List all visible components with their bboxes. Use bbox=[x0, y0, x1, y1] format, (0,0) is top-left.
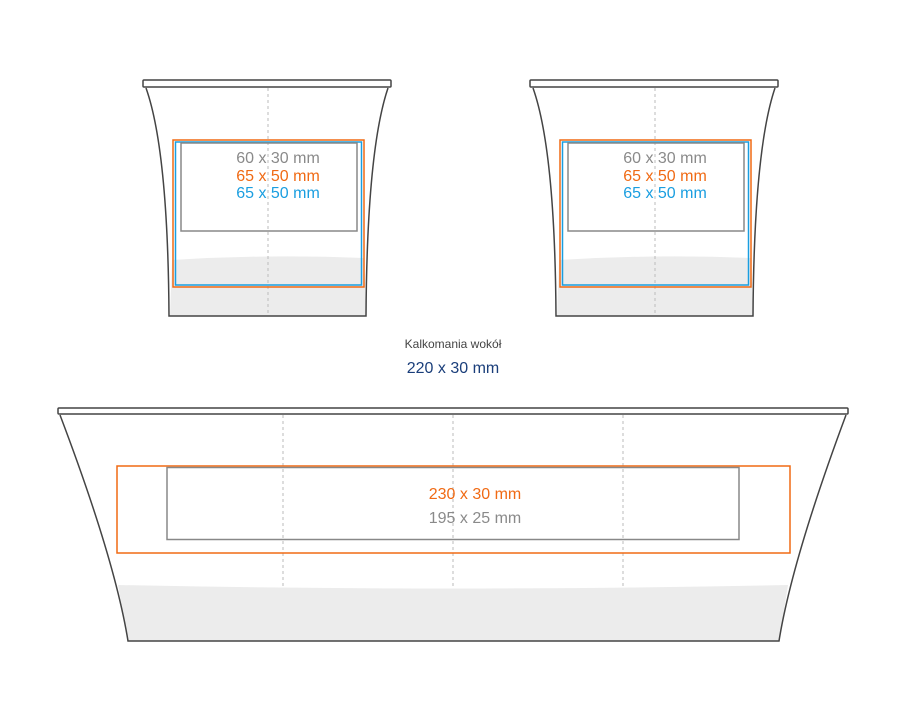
cup-left-rim bbox=[142, 79, 392, 88]
bowl-gray-area bbox=[166, 466, 740, 541]
cup-right-label-gray: 60 x 30 mm bbox=[623, 150, 707, 167]
cup-right-body bbox=[532, 87, 776, 317]
cup-right-gray-area bbox=[567, 142, 745, 232]
bowl-rim bbox=[57, 407, 849, 415]
cup-right-rim bbox=[529, 79, 779, 88]
cup-left-orange-area bbox=[172, 139, 365, 288]
cup-left: 60 x 30 mm 65 x 50 mm 65 x 50 mm bbox=[142, 79, 392, 317]
cup-right-orange-area bbox=[559, 139, 752, 288]
cup-left-body bbox=[145, 87, 389, 317]
cup-right-label-blue: 65 x 50 mm bbox=[623, 185, 707, 202]
cup-right: 60 x 30 mm 65 x 50 mm 65 x 50 mm bbox=[529, 79, 779, 317]
wrap-caption: Kalkomania wokół bbox=[405, 337, 502, 351]
cup-left-label-orange: 65 x 50 mm bbox=[236, 168, 320, 185]
cup-left-blue-area bbox=[174, 141, 363, 286]
cup-right-blue-area bbox=[561, 141, 750, 286]
cup-left-label-gray: 60 x 30 mm bbox=[236, 150, 320, 167]
bowl-body bbox=[59, 414, 847, 642]
bowl-orange-area bbox=[116, 465, 791, 554]
wrap-size: 220 x 30 mm bbox=[407, 360, 499, 377]
bowl-label-gray: 195 x 25 mm bbox=[429, 510, 521, 527]
bowl-label-orange: 230 x 30 mm bbox=[429, 486, 521, 503]
cup-left-label-blue: 65 x 50 mm bbox=[236, 185, 320, 202]
cup-right-label-orange: 65 x 50 mm bbox=[623, 168, 707, 185]
cup-left-gray-area bbox=[180, 142, 358, 232]
bowl-fill bbox=[118, 585, 788, 641]
bowl: 230 x 30 mm 195 x 25 mm bbox=[57, 407, 849, 642]
